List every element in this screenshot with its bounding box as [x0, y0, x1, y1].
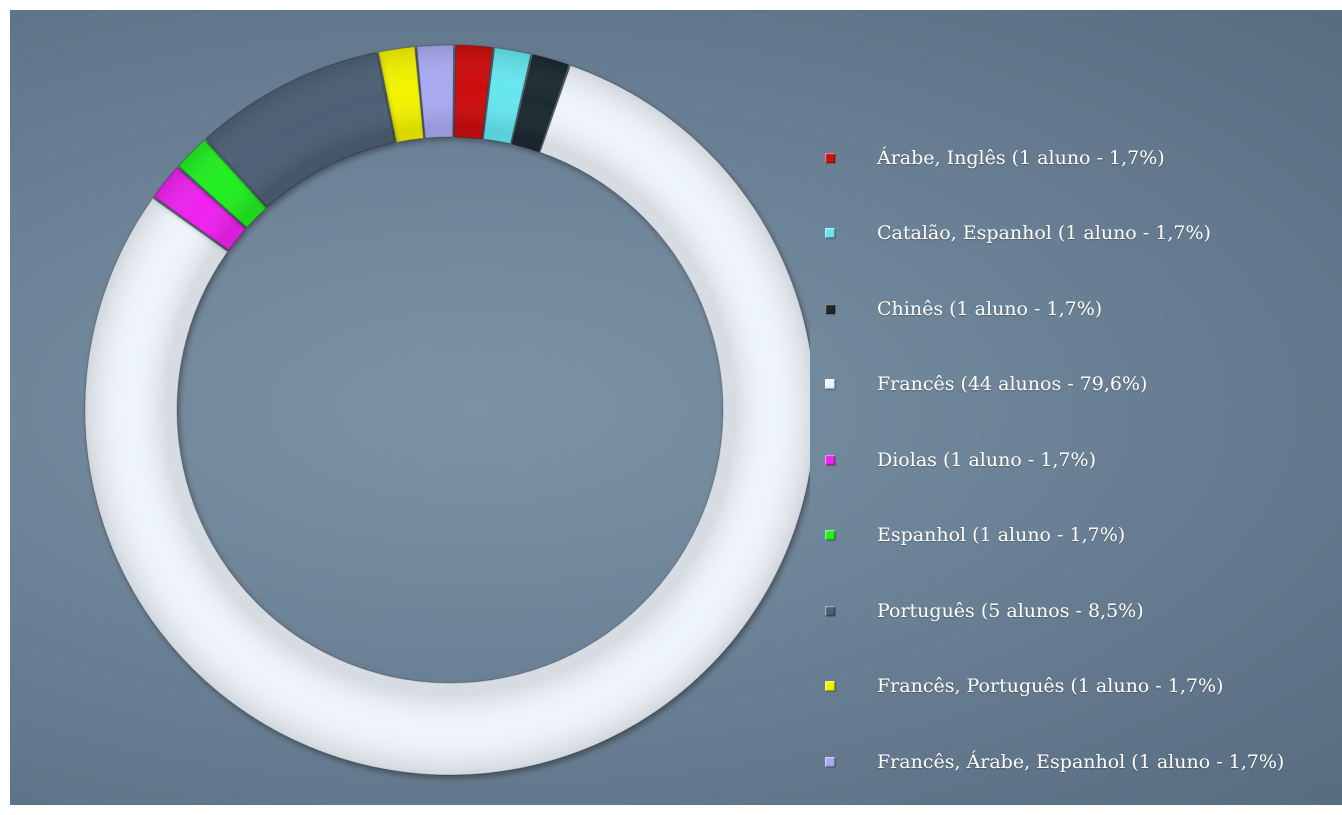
legend-item: Português (5 alunos - 8,5%)	[825, 573, 1342, 649]
legend-item: Francês, Árabe, Espanhol (1 aluno - 1,7%…	[825, 724, 1342, 800]
legend-swatch	[825, 756, 835, 767]
donut-slices	[84, 44, 810, 776]
legend-label: Chinês (1 aluno - 1,7%)	[877, 297, 1103, 320]
legend-item: Árabe, Inglês (1 aluno - 1,7%)	[825, 120, 1342, 196]
legend-swatch	[825, 228, 835, 239]
legend-swatch	[825, 152, 835, 163]
legend-label: Português (5 alunos - 8,5%)	[877, 599, 1144, 622]
legend-label: Diolas (1 aluno - 1,7%)	[877, 448, 1096, 471]
legend-label: Espanhol (1 aluno - 1,7%)	[877, 524, 1126, 547]
donut-chart	[84, 44, 810, 776]
legend-label: Francês, Português (1 aluno - 1,7%)	[877, 675, 1224, 698]
legend-swatch	[825, 681, 835, 692]
legend-label: Francês (44 alunos - 79,6%)	[877, 373, 1148, 396]
legend-swatch	[825, 605, 835, 616]
legend-item: Espanhol (1 aluno - 1,7%)	[825, 498, 1342, 574]
legend-item: Diolas (1 aluno - 1,7%)	[825, 422, 1342, 498]
legend: Árabe, Inglês (1 aluno - 1,7%) Catalão, E…	[825, 120, 1342, 800]
chart-panel: Árabe, Inglês (1 aluno - 1,7%) Catalão, E…	[10, 10, 1342, 805]
legend-item: Francês, Português (1 aluno - 1,7%)	[825, 649, 1342, 725]
legend-swatch	[825, 454, 835, 465]
legend-swatch	[825, 379, 835, 390]
legend-label: Francês, Árabe, Espanhol (1 aluno - 1,7%…	[877, 750, 1285, 773]
legend-item: Chinês (1 aluno - 1,7%)	[825, 271, 1342, 347]
legend-swatch	[825, 530, 835, 541]
legend-item: Catalão, Espanhol (1 aluno - 1,7%)	[825, 196, 1342, 272]
legend-label: Árabe, Inglês (1 aluno - 1,7%)	[877, 146, 1165, 169]
legend-swatch	[825, 303, 835, 314]
legend-label: Catalão, Espanhol (1 aluno - 1,7%)	[877, 222, 1211, 245]
legend-item: Francês (44 alunos - 79,6%)	[825, 347, 1342, 423]
